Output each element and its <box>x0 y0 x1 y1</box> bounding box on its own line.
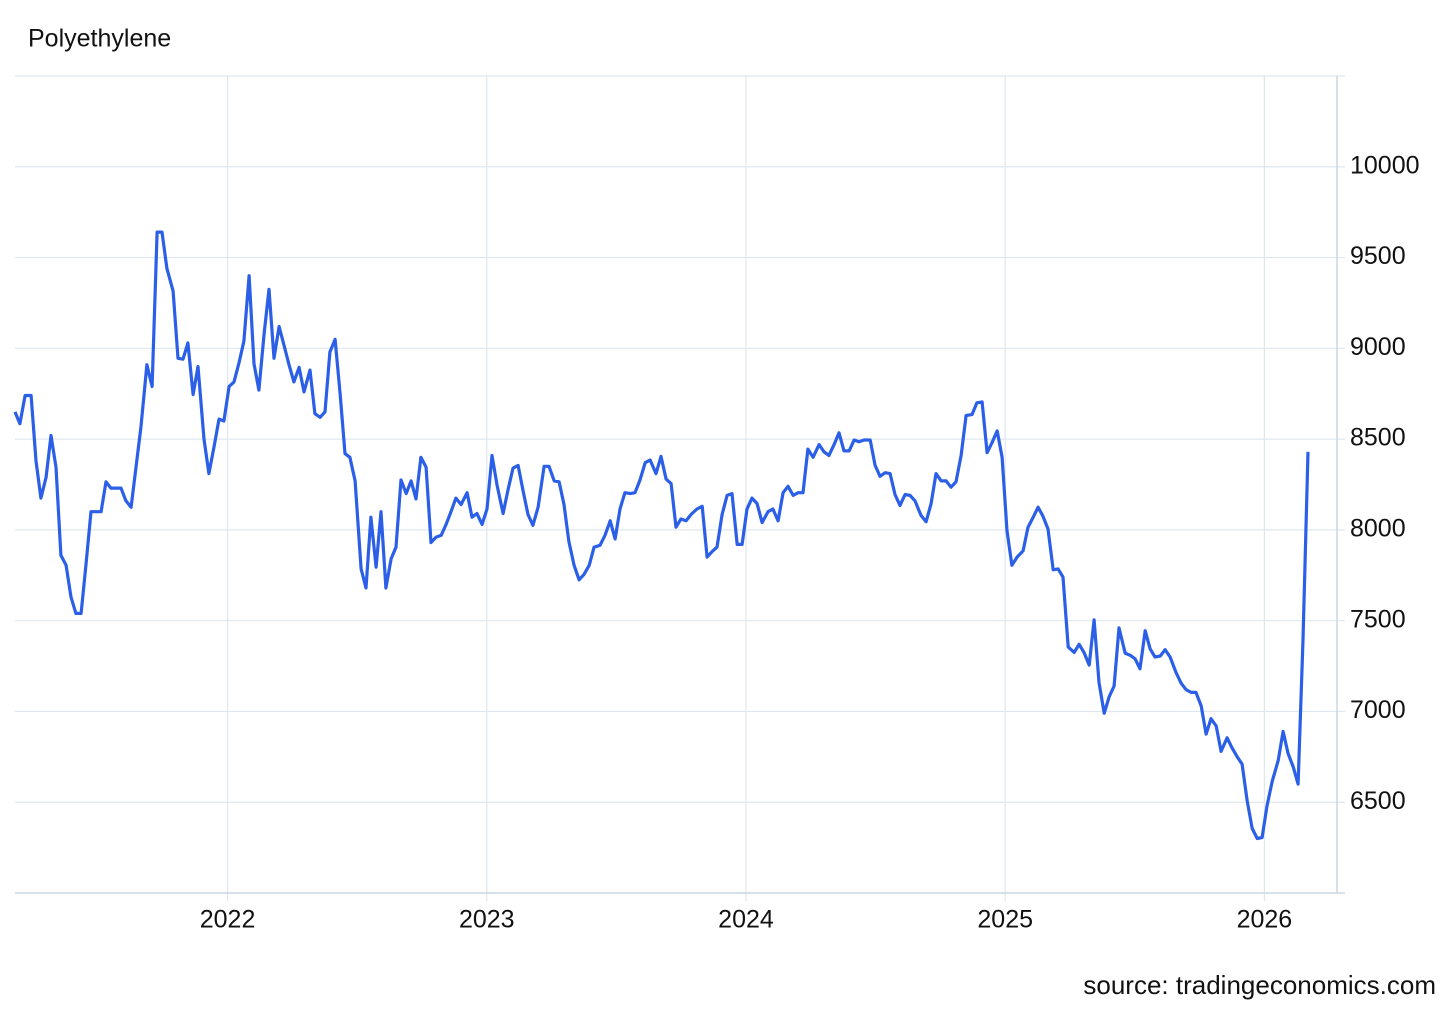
y-tick-label: 9500 <box>1350 242 1406 270</box>
x-tick-label: 2022 <box>200 906 256 934</box>
y-tick-label: 7000 <box>1350 696 1406 724</box>
source-note: source: tradingeconomics.com <box>1083 970 1436 1000</box>
y-tick-label: 8500 <box>1350 424 1406 452</box>
x-tick-label: 2024 <box>718 906 774 934</box>
chart-title: Polyethylene <box>28 25 171 53</box>
y-tick-label: 6500 <box>1350 787 1406 815</box>
x-tick-label: 2023 <box>459 906 515 934</box>
x-tick-label: 2025 <box>977 906 1033 934</box>
y-tick-label: 7500 <box>1350 605 1406 633</box>
x-tick-label: 2026 <box>1237 906 1293 934</box>
series-line <box>13 230 1310 841</box>
y-tick-label: 8000 <box>1350 514 1406 542</box>
y-tick-label: 9000 <box>1350 333 1406 361</box>
y-tick-label: 10000 <box>1350 151 1420 179</box>
